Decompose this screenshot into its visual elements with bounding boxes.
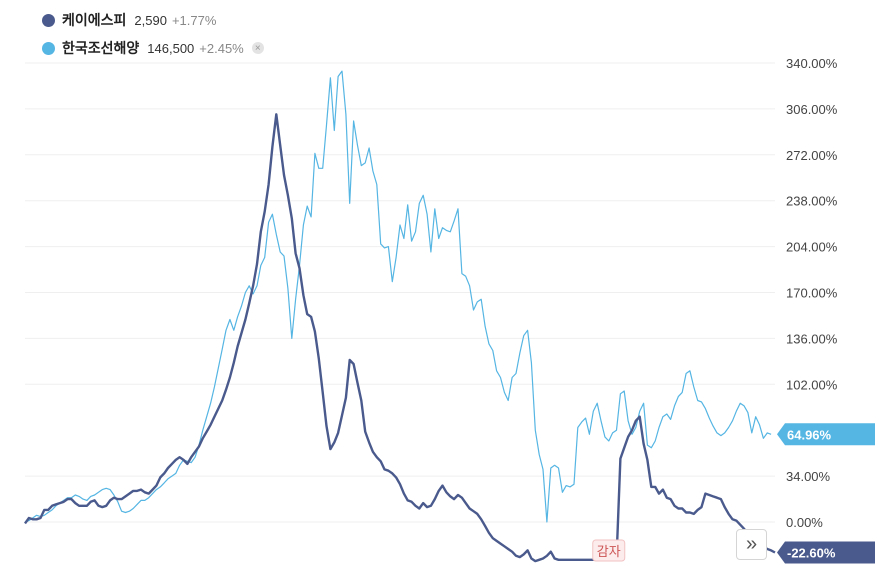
- legend-stock-name: 케이에스피: [62, 12, 127, 28]
- legend-stock-price: 2,590: [134, 12, 167, 28]
- legend-stock-name: 한국조선해양: [62, 40, 140, 56]
- last-value-tag: [777, 423, 875, 446]
- annotation-box: [592, 539, 626, 562]
- y-tick-label: 272.00%: [786, 148, 838, 163]
- scroll-latest-button[interactable]: »: [736, 529, 767, 560]
- last-value-label: -22.60%: [787, 546, 836, 561]
- y-tick-label: 136.00%: [786, 331, 838, 346]
- remove-series-icon[interactable]: ×: [251, 42, 264, 54]
- last-value-label: 64.96%: [787, 427, 832, 442]
- chart-legend: 케이에스피 2,590 +1.77% 한국조선해양 146,500 +2.45%…: [42, 6, 264, 62]
- legend-stock-price: 146,500: [147, 40, 195, 56]
- legend-stock-change: +2.45%: [199, 40, 244, 56]
- series-line-ksp: [24, 113, 776, 563]
- legend-stock-change: +1.77%: [171, 12, 217, 28]
- y-tick-label: 238.00%: [786, 194, 838, 209]
- legend-color-dot: [42, 41, 55, 55]
- y-tick-label: 204.00%: [786, 240, 838, 255]
- annotation-label: 감자: [597, 544, 621, 559]
- y-tick-label: 340.00%: [786, 56, 838, 71]
- y-tick-label: 102.00%: [786, 377, 838, 392]
- legend-color-dot: [42, 13, 55, 27]
- last-value-tag: [777, 541, 875, 564]
- legend-item-hhi[interactable]: 한국조선해양 146,500 +2.45% ×: [42, 34, 264, 62]
- series-line-hhi: [24, 70, 772, 523]
- y-tick-label: 306.00%: [786, 102, 838, 117]
- legend-item-ksp[interactable]: 케이에스피 2,590 +1.77%: [42, 6, 264, 34]
- y-tick-label: 34.00%: [786, 469, 831, 484]
- y-tick-label: 0.00%: [786, 515, 823, 530]
- y-tick-label: 170.00%: [786, 286, 838, 301]
